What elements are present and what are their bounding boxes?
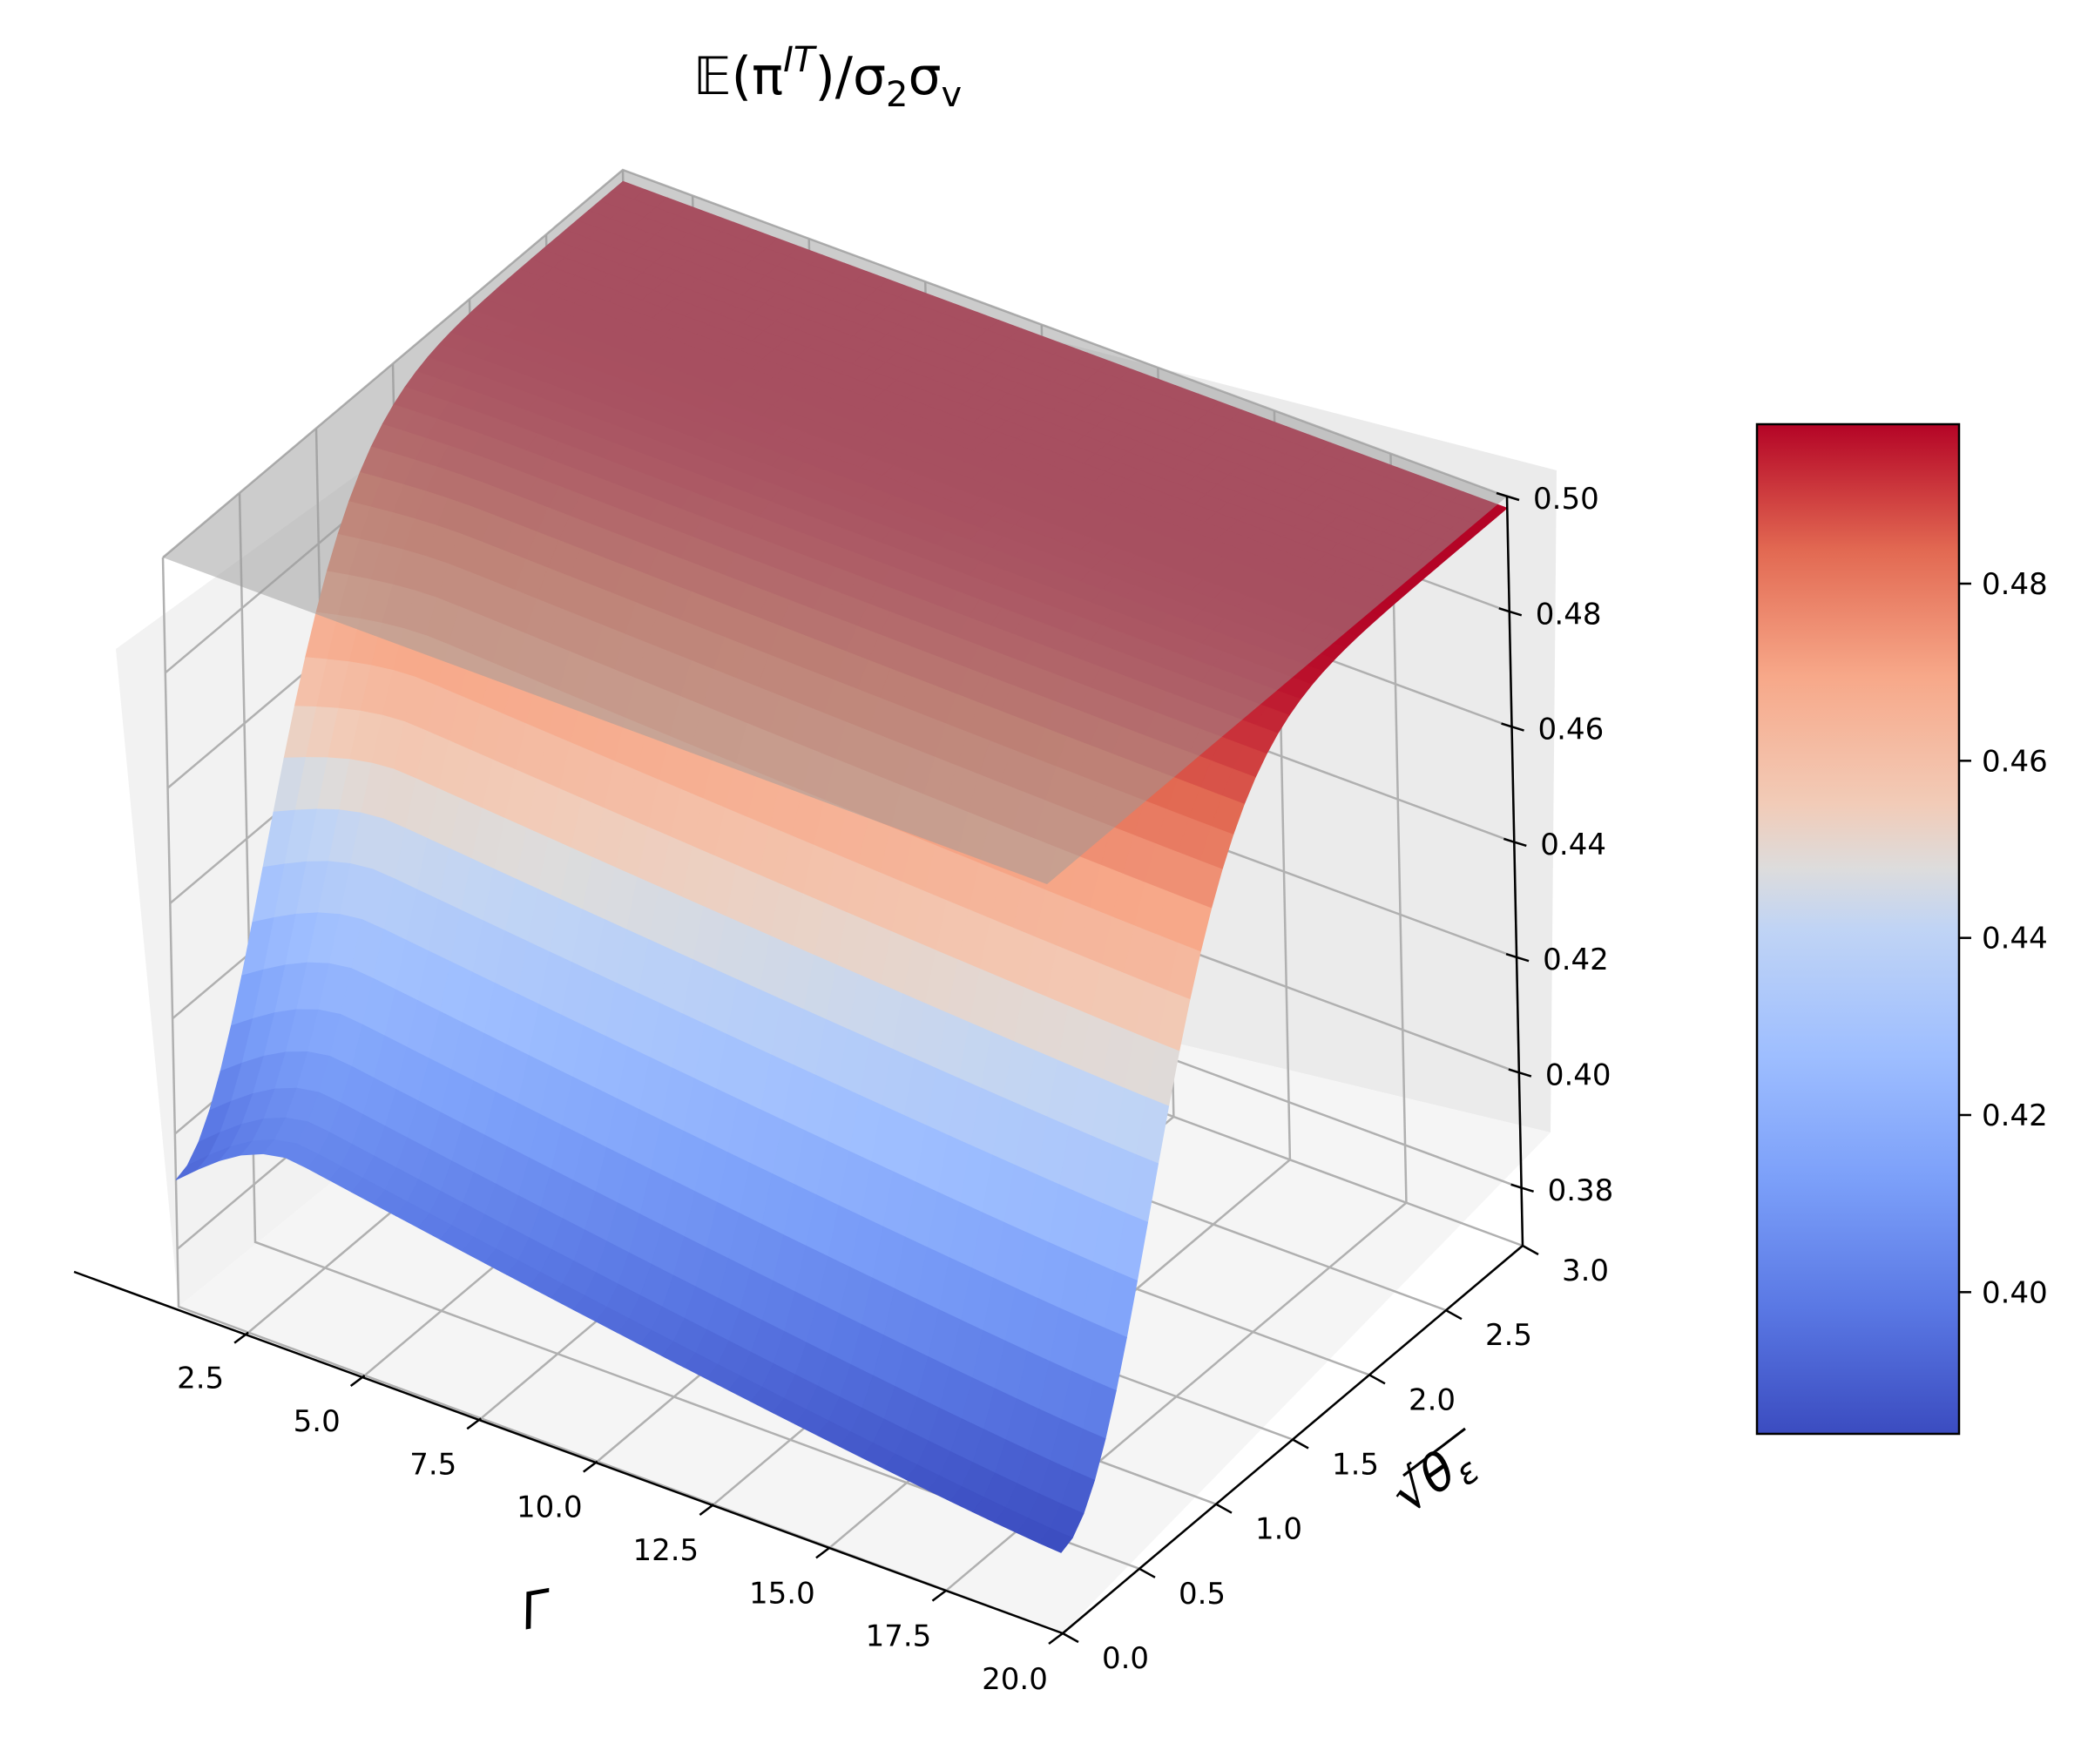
reference-plane [163, 170, 1507, 884]
z-tick [1498, 607, 1523, 617]
x-tick [1048, 1632, 1064, 1645]
z-tick [1503, 837, 1527, 848]
x-tick [699, 1503, 715, 1516]
y-tick [1062, 1632, 1079, 1644]
y-tick [1445, 1309, 1463, 1321]
x-tick [233, 1331, 249, 1344]
y-tick-label: 0.0 [1102, 1641, 1149, 1676]
surface-patch [1038, 1527, 1073, 1553]
y-tick [1292, 1438, 1309, 1450]
x-tick [583, 1460, 598, 1473]
z-tick [1496, 491, 1520, 502]
x-tick-label: 17.5 [866, 1619, 932, 1654]
z-axis-line [1505, 496, 1524, 1247]
y-axis-label-radical-bar [1402, 1427, 1466, 1477]
colorbar-tick-label: 0.48 [1982, 567, 2048, 602]
chart-title: 𝔼(πIT)/σ2σv [693, 40, 962, 115]
x-tick [349, 1374, 366, 1387]
x-tick [466, 1417, 482, 1430]
colorbar-tick-label: 0.46 [1982, 744, 2048, 779]
colorbar-tick-label: 0.44 [1982, 922, 2048, 956]
x-tick-label: 5.0 [294, 1404, 341, 1439]
colorbar-ticks: 0.40 0.42 0.44 0.46 0.48 [1959, 567, 2048, 1310]
y-tick [1138, 1567, 1156, 1578]
y-tick-label: 3.0 [1562, 1254, 1609, 1288]
colorbar-tick-label: 0.42 [1982, 1098, 2048, 1133]
y-tick-label: 0.5 [1179, 1577, 1226, 1612]
x-axis-line [73, 1270, 1064, 1635]
y-tick [1368, 1374, 1386, 1385]
z-tick-label: 0.38 [1548, 1173, 1614, 1208]
colorbar [1755, 422, 1961, 1436]
y-gridline [238, 492, 1140, 1571]
x-tick [931, 1589, 948, 1602]
z-tick-label: 0.46 [1538, 713, 1605, 747]
z-tick [1501, 722, 1524, 732]
z-tick-label: 0.42 [1543, 943, 1609, 977]
y-tick-label: 2.0 [1409, 1382, 1456, 1417]
z-tick [1508, 1068, 1532, 1078]
z-tick [1505, 953, 1530, 963]
y-axis-ticks: 0.0 0.5 1.0 1.5 2.0 2.5 3.0 [1062, 1244, 1609, 1676]
x-tick-label: 2.5 [177, 1362, 224, 1396]
y-tick-label: 1.5 [1332, 1448, 1379, 1483]
z-tick-label: 0.40 [1545, 1058, 1611, 1093]
y-tick-label: 2.5 [1485, 1318, 1532, 1353]
z-tick [1510, 1183, 1534, 1193]
y-axis-label: √θε [1380, 1429, 1486, 1531]
y-tick [1522, 1244, 1539, 1256]
x-axis-ticks: 2.5 5.0 7.5 10.0 12.5 15.0 17.5 20.0 [177, 1331, 1064, 1697]
x-tick-label: 20.0 [982, 1662, 1048, 1697]
z-axis-ticks: 0.38 0.40 0.42 0.44 0.46 0.48 0.50 [1496, 482, 1614, 1208]
y-tick [1215, 1503, 1233, 1514]
x-tick [815, 1546, 831, 1559]
colorbar-tick-label: 0.40 [1982, 1275, 2048, 1310]
z-tick-label: 0.48 [1536, 597, 1602, 632]
x-tick-label: 15.0 [749, 1576, 815, 1611]
x-tick-label: 7.5 [409, 1447, 456, 1482]
z-tick-label: 0.44 [1540, 828, 1606, 862]
x-tick-label: 10.0 [517, 1490, 583, 1525]
y-tick-label: 1.0 [1255, 1512, 1302, 1547]
z-tick-label: 0.50 [1533, 482, 1599, 517]
x-tick-label: 12.5 [632, 1533, 699, 1568]
x-axis-label: Γ [517, 1578, 558, 1641]
